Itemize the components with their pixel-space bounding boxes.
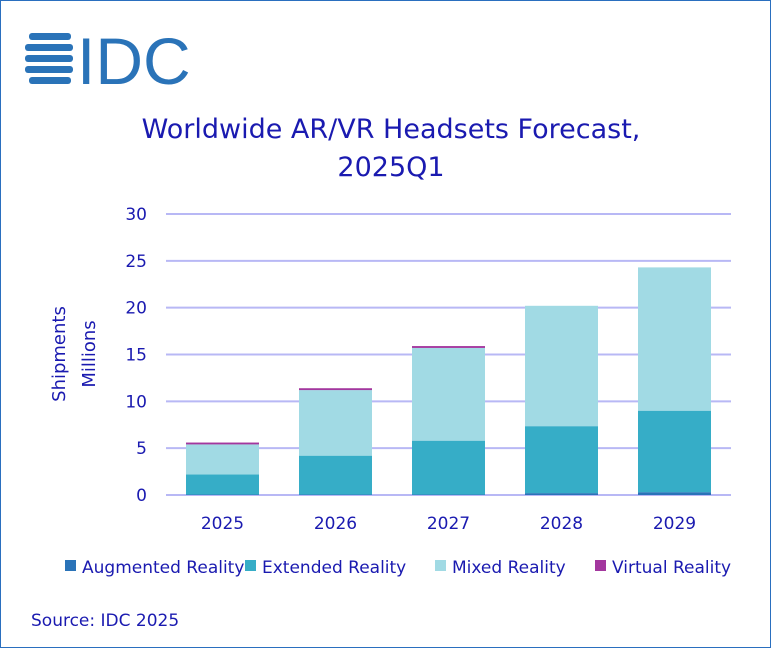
x-tick-label: 2025 xyxy=(201,514,244,534)
bar-segment-mixed-reality xyxy=(299,390,372,456)
bar-segment-extended-reality xyxy=(412,440,485,495)
chart-title: Worldwide AR/VR Headsets Forecast, 2025Q… xyxy=(91,111,691,187)
x-tick-label: 2026 xyxy=(314,514,357,534)
title-line-1: Worldwide AR/VR Headsets Forecast, xyxy=(141,114,641,145)
y-tick-label: 25 xyxy=(125,252,147,272)
y-axis-label-line-1: Shipments xyxy=(49,306,70,402)
bar-segment-mixed-reality xyxy=(525,305,598,427)
y-tick-label: 20 xyxy=(125,299,147,319)
bar-segment-mixed-reality xyxy=(412,347,485,441)
bar-segment-extended-reality xyxy=(186,474,259,495)
y-axis-label-line-2: Millions xyxy=(79,320,100,387)
x-tick-label: 2027 xyxy=(427,514,470,534)
legend-swatch xyxy=(245,560,256,571)
y-tick-label: 30 xyxy=(125,205,147,225)
bar-segment-extended-reality xyxy=(638,410,711,493)
legend-label: Extended Reality xyxy=(262,558,406,578)
legend-swatch xyxy=(595,560,606,571)
source-note: Source: IDC 2025 xyxy=(31,611,180,631)
bar-segment-extended-reality xyxy=(525,426,598,494)
legend-swatch xyxy=(65,560,76,571)
y-tick-label: 10 xyxy=(125,392,147,412)
svg-text:IDC: IDC xyxy=(77,29,191,89)
bar-segment-virtual-reality xyxy=(186,442,259,445)
x-tick-label: 2029 xyxy=(653,514,696,534)
legend-label: Augmented Reality xyxy=(82,558,244,578)
bar-segment-augmented-reality xyxy=(525,493,598,495)
x-tick-label: 2028 xyxy=(540,514,583,534)
idc-logo: IDC xyxy=(25,29,191,89)
title-line-2: 2025Q1 xyxy=(337,152,445,183)
bar-segment-augmented-reality xyxy=(638,492,711,495)
bar-segment-mixed-reality xyxy=(638,267,711,411)
y-tick-label: 5 xyxy=(136,439,147,459)
bar-segment-mixed-reality xyxy=(186,444,259,475)
bar-segment-virtual-reality xyxy=(299,388,372,391)
legend-label: Mixed Reality xyxy=(452,558,566,578)
bar-segment-virtual-reality xyxy=(412,346,485,348)
y-tick-label: 15 xyxy=(125,346,147,366)
legend-label: Virtual Reality xyxy=(612,558,731,578)
legend-swatch xyxy=(435,560,446,571)
bar-segment-extended-reality xyxy=(299,455,372,495)
y-tick-label: 0 xyxy=(136,486,147,506)
